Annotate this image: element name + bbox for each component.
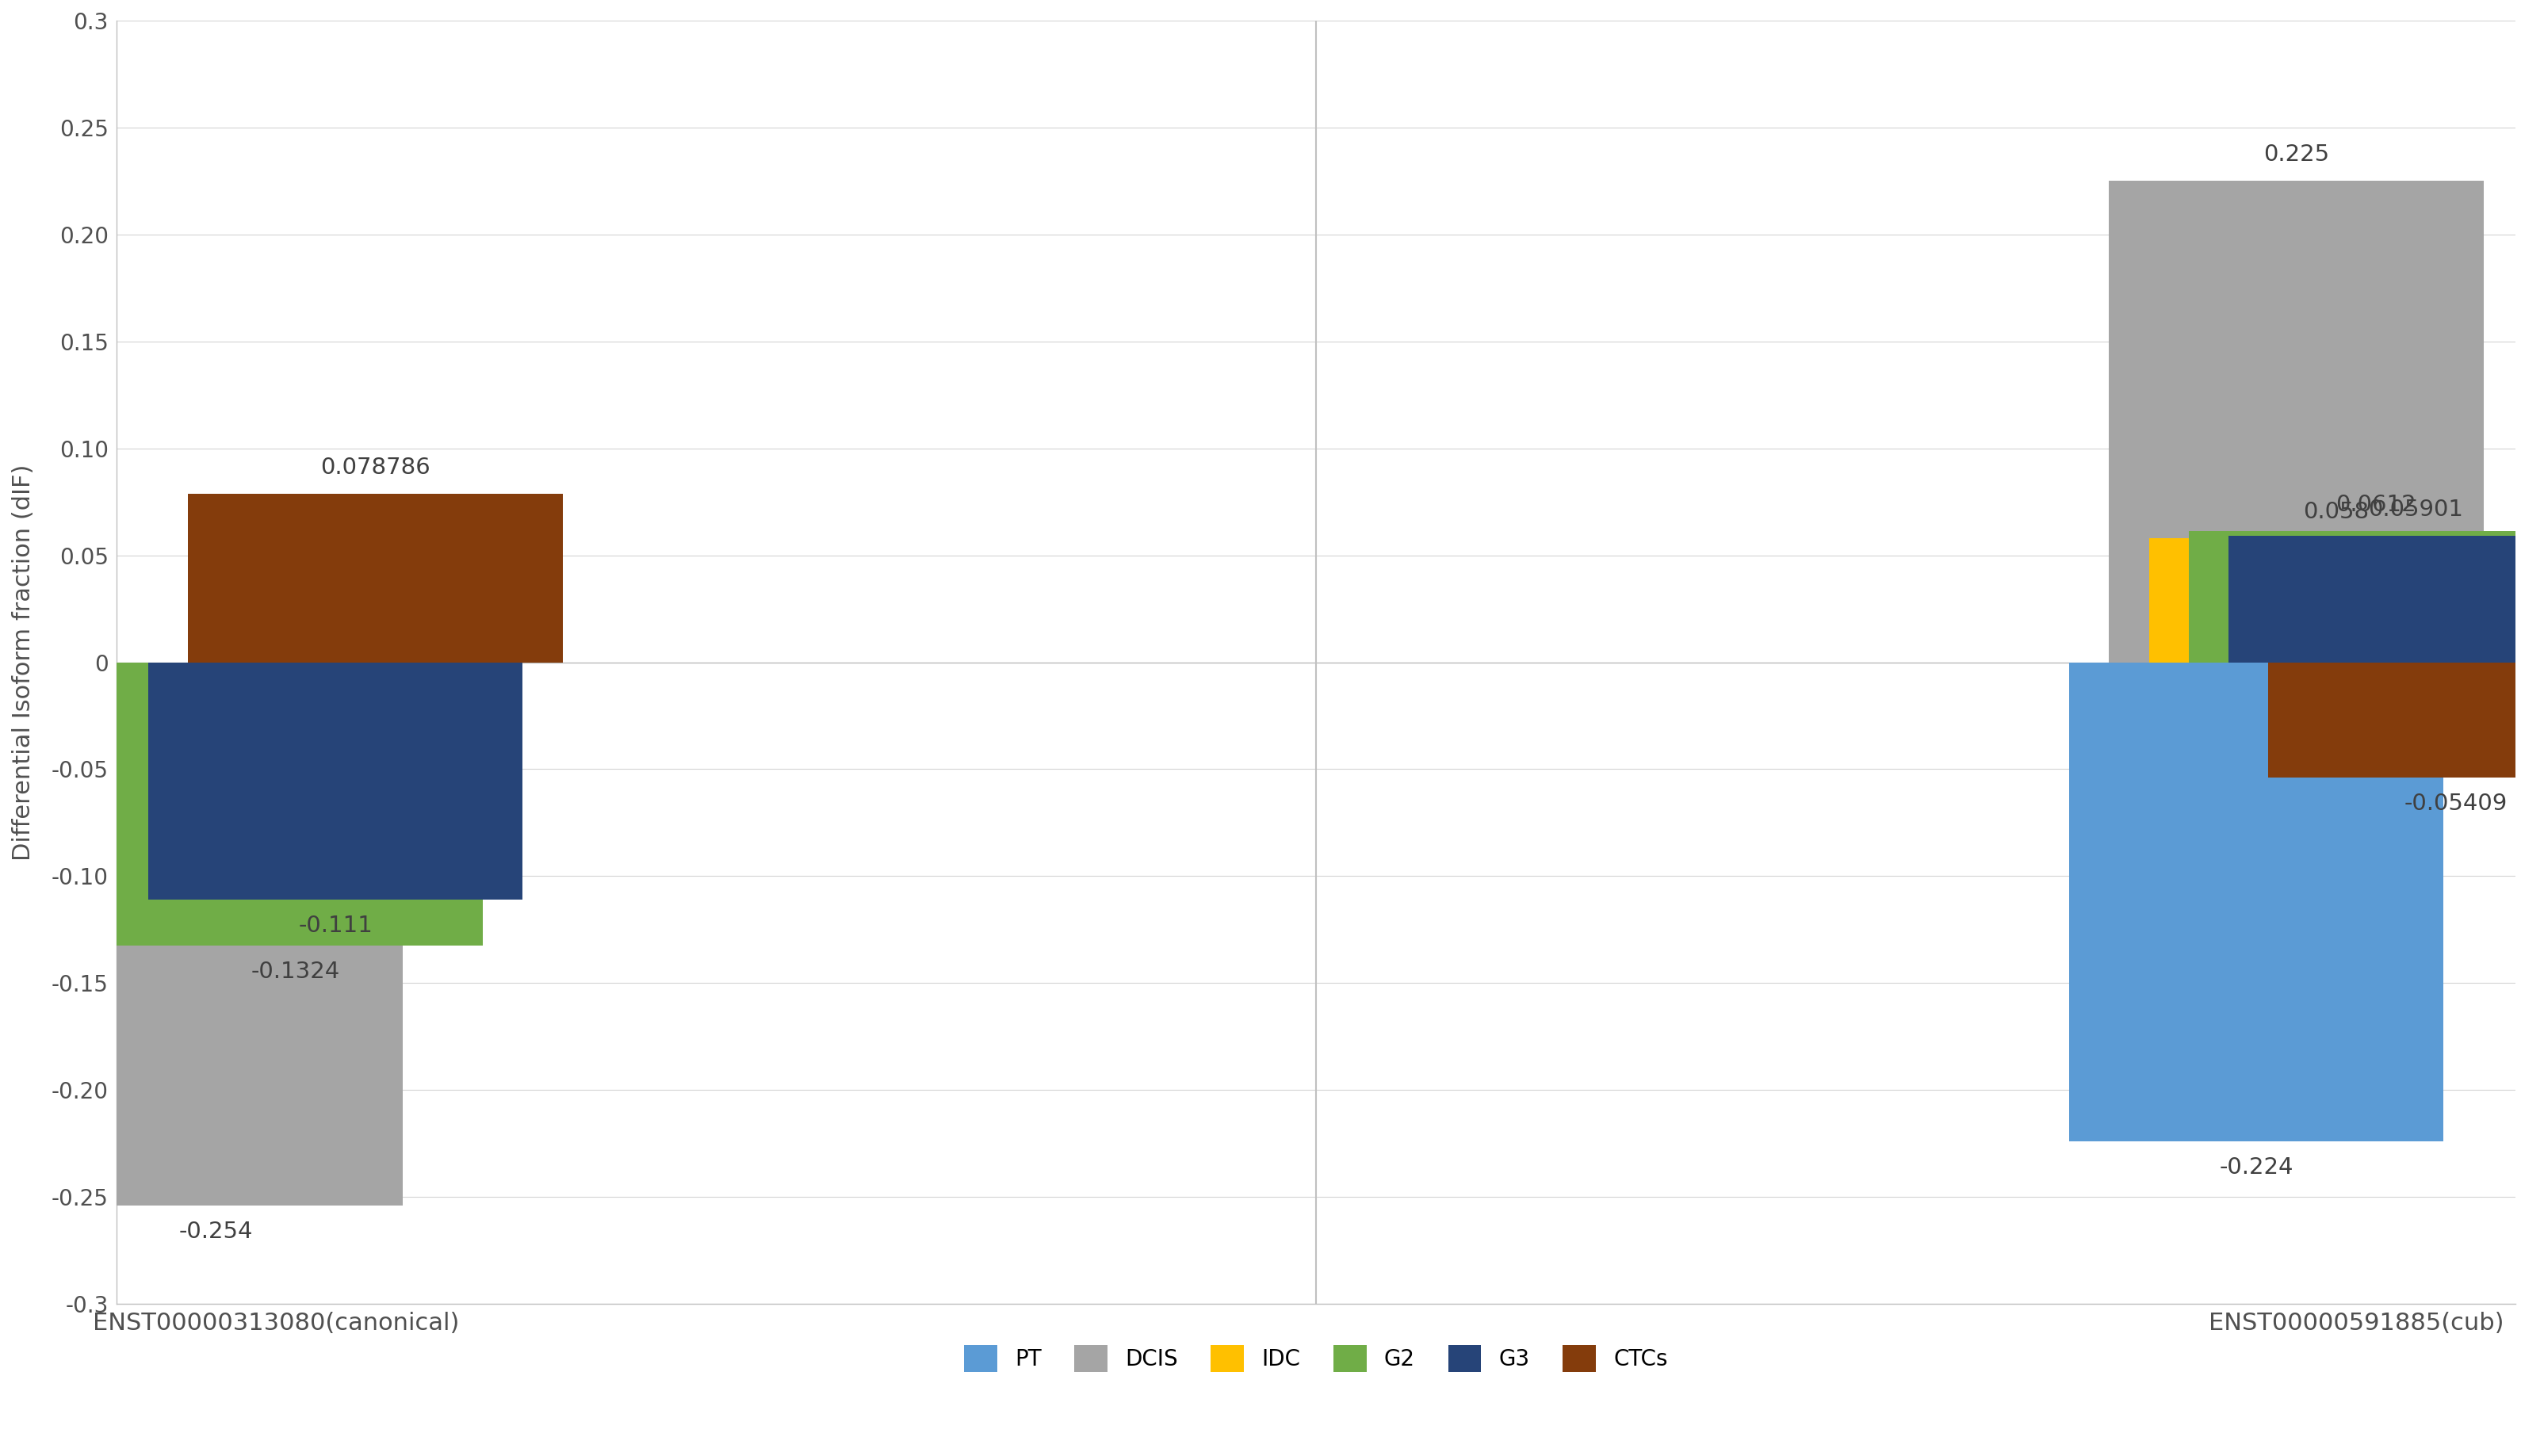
- Text: -0.1324: -0.1324: [252, 961, 341, 983]
- Bar: [69, 662, 443, 740]
- Text: -0.254: -0.254: [178, 1220, 252, 1242]
- Text: -0.0945: -0.0945: [132, 879, 221, 901]
- Text: 0.058: 0.058: [2302, 501, 2368, 523]
- Bar: [2109, 181, 2483, 662]
- Bar: [2188, 531, 2544, 662]
- Y-axis label: Differential Isoform fraction (dIF): Differential Isoform fraction (dIF): [13, 464, 36, 860]
- Text: -0.03635: -0.03635: [204, 756, 308, 778]
- Bar: [148, 662, 522, 900]
- Text: 0.05901: 0.05901: [2368, 499, 2463, 521]
- Bar: [109, 662, 483, 945]
- Text: -0.05409: -0.05409: [2404, 794, 2508, 815]
- Legend: PT, DCIS, IDC, G2, G3, CTCs: PT, DCIS, IDC, G2, G3, CTCs: [954, 1334, 1679, 1383]
- Bar: [188, 494, 562, 662]
- Bar: [28, 662, 402, 1206]
- Text: 0.225: 0.225: [2264, 144, 2330, 166]
- Text: 0.078786: 0.078786: [321, 457, 430, 479]
- Text: -0.111: -0.111: [298, 914, 374, 936]
- Text: 0.0612: 0.0612: [2335, 494, 2417, 517]
- Text: -0.224: -0.224: [2218, 1156, 2292, 1178]
- Bar: [2269, 662, 2544, 778]
- Bar: [2229, 536, 2544, 662]
- Bar: [2068, 662, 2445, 1142]
- Bar: [0, 662, 364, 865]
- Bar: [2150, 539, 2524, 662]
